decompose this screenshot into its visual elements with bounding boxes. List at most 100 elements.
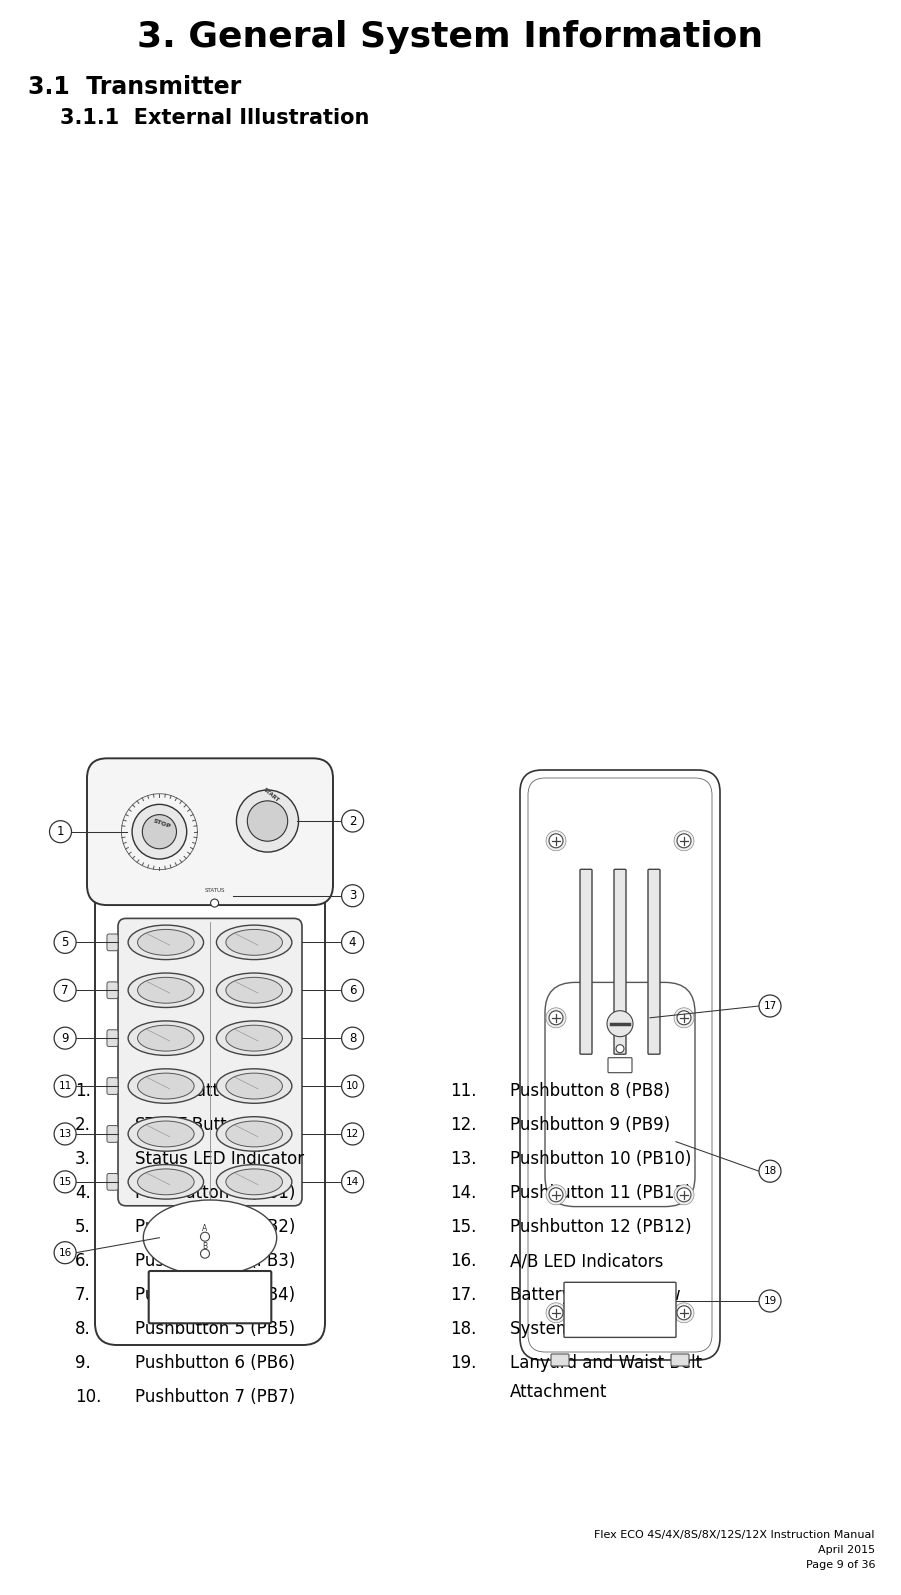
Ellipse shape [226,930,282,955]
Circle shape [759,1290,781,1313]
Circle shape [132,804,187,860]
Text: 3: 3 [349,890,356,903]
Circle shape [546,1185,566,1204]
Text: 14.: 14. [450,1183,477,1203]
Text: 9: 9 [61,1032,68,1045]
Circle shape [674,1185,694,1204]
Text: 2: 2 [349,815,357,828]
FancyBboxPatch shape [149,1271,271,1324]
Ellipse shape [138,978,194,1003]
Text: 10.: 10. [75,1388,102,1407]
Text: 2.: 2. [75,1116,91,1134]
FancyBboxPatch shape [564,1282,676,1337]
FancyBboxPatch shape [107,1174,118,1190]
Text: 3. General System Information: 3. General System Information [137,21,763,54]
Text: 8: 8 [349,1032,356,1045]
Text: 7: 7 [61,984,68,997]
Text: Pushbutton 4 (PB4): Pushbutton 4 (PB4) [135,1286,296,1305]
Text: 12.: 12. [450,1116,477,1134]
Ellipse shape [226,978,282,1003]
Text: Pushbutton 2 (PB2): Pushbutton 2 (PB2) [135,1219,296,1236]
Text: 4: 4 [349,936,357,949]
Circle shape [549,1188,563,1201]
Text: START Button: START Button [135,1116,247,1134]
Text: 6.: 6. [75,1252,91,1270]
FancyBboxPatch shape [608,1057,632,1073]
Text: 19.: 19. [450,1354,477,1372]
Text: 13: 13 [59,1129,72,1139]
Circle shape [211,900,219,908]
Ellipse shape [216,1021,292,1056]
Text: Pushbutton 1 (PB1): Pushbutton 1 (PB1) [135,1183,296,1203]
Text: 3.: 3. [75,1150,91,1168]
Text: Pushbutton 6 (PB6): Pushbutton 6 (PB6) [135,1354,296,1372]
FancyBboxPatch shape [551,1354,569,1365]
Text: 18: 18 [763,1166,777,1176]
Circle shape [341,810,364,833]
Text: 17.: 17. [450,1286,477,1305]
Ellipse shape [138,1073,194,1099]
Text: STATUS: STATUS [205,888,225,893]
Circle shape [549,1011,563,1026]
FancyBboxPatch shape [118,919,302,1206]
Text: Page 9 of 36: Page 9 of 36 [805,1560,875,1569]
Circle shape [247,801,287,841]
Text: A: A [203,1225,207,1233]
Text: B: B [203,1243,207,1250]
Circle shape [201,1233,210,1241]
Text: 7.: 7. [75,1286,91,1305]
Text: 16: 16 [59,1247,72,1258]
Circle shape [142,815,177,849]
Text: STOP Button: STOP Button [135,1081,240,1101]
Text: April 2015: April 2015 [818,1546,875,1555]
Text: Lanyard and Waist Belt: Lanyard and Waist Belt [510,1354,702,1372]
Circle shape [677,1306,691,1319]
Circle shape [546,1008,566,1027]
Text: 13.: 13. [450,1150,477,1168]
Circle shape [201,1249,210,1258]
Circle shape [54,1241,76,1263]
Circle shape [674,831,694,850]
Text: Status LED Indicator: Status LED Indicator [135,1150,305,1168]
Circle shape [341,931,364,954]
Text: 6: 6 [349,984,357,997]
FancyBboxPatch shape [528,778,712,1353]
Text: Pushbutton 9 (PB9): Pushbutton 9 (PB9) [510,1116,670,1134]
Text: Pushbutton 11 (PB11): Pushbutton 11 (PB11) [510,1183,692,1203]
FancyBboxPatch shape [580,869,592,1054]
Circle shape [54,1123,76,1145]
Text: 15.: 15. [450,1219,477,1236]
Ellipse shape [138,930,194,955]
Text: 3.1  Transmitter: 3.1 Transmitter [28,75,241,99]
Ellipse shape [138,1026,194,1051]
FancyBboxPatch shape [545,983,695,1206]
Ellipse shape [226,1026,282,1051]
Circle shape [341,885,364,906]
Text: 18.: 18. [450,1321,477,1338]
FancyBboxPatch shape [107,1126,118,1142]
Ellipse shape [128,1116,204,1152]
Text: A/B LED Indicators: A/B LED Indicators [510,1252,663,1270]
Ellipse shape [216,925,292,960]
Circle shape [54,979,76,1002]
Ellipse shape [138,1121,194,1147]
Ellipse shape [226,1073,282,1099]
Text: Pushbutton 5 (PB5): Pushbutton 5 (PB5) [135,1321,296,1338]
Circle shape [677,834,691,849]
Text: Attachment: Attachment [510,1383,607,1400]
Text: Battery Cover Screw: Battery Cover Screw [510,1286,680,1305]
Ellipse shape [128,1021,204,1056]
Text: 9.: 9. [75,1354,91,1372]
Ellipse shape [226,1169,282,1195]
Text: 10: 10 [346,1081,359,1091]
Circle shape [341,1027,364,1050]
Circle shape [341,979,364,1002]
Text: 8.: 8. [75,1321,91,1338]
Circle shape [616,1045,624,1053]
Text: STOP: STOP [151,818,171,829]
Text: START: START [262,786,280,802]
Text: 12: 12 [346,1129,359,1139]
Text: 15: 15 [59,1177,72,1187]
Ellipse shape [128,925,204,960]
Circle shape [50,821,71,842]
